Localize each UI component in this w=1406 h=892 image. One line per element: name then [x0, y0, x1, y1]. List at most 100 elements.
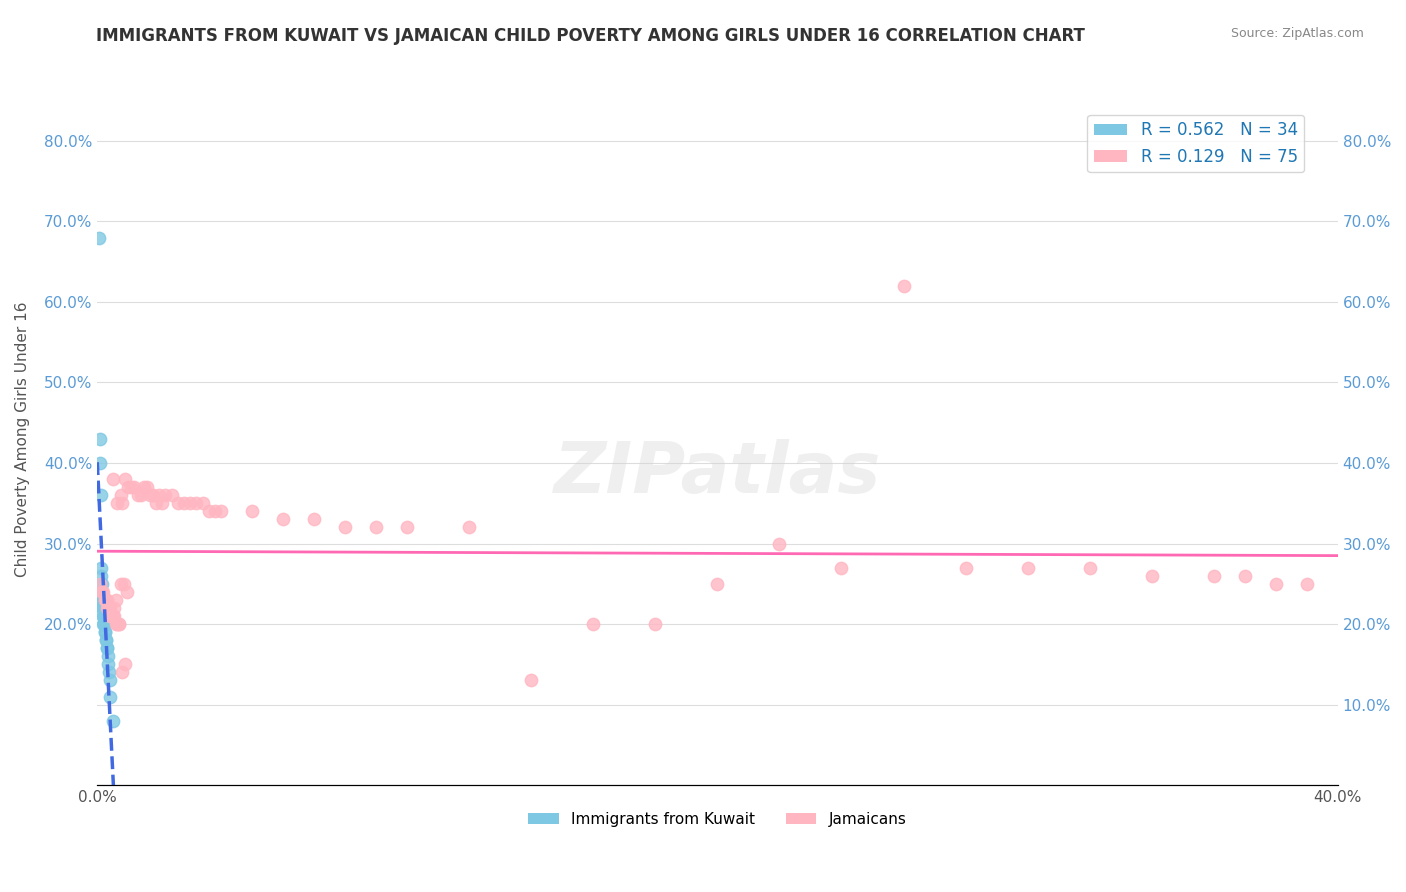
Jamaicans — [768, 536, 790, 550]
Text: ZIPatlas: ZIPatlas — [554, 439, 882, 508]
Immigrants from Kuwait — [98, 690, 121, 704]
Jamaicans — [117, 480, 139, 494]
Jamaicans — [104, 593, 127, 607]
Immigrants from Kuwait — [101, 714, 124, 728]
Immigrants from Kuwait — [89, 576, 111, 591]
Immigrants from Kuwait — [90, 568, 112, 582]
Jamaicans — [396, 520, 419, 534]
Jamaicans — [135, 480, 157, 494]
Immigrants from Kuwait — [97, 649, 120, 664]
Jamaicans — [129, 488, 152, 502]
Jamaicans — [160, 488, 183, 502]
Jamaicans — [240, 504, 263, 518]
Jamaicans — [520, 673, 543, 688]
Jamaicans — [155, 488, 177, 502]
Immigrants from Kuwait — [98, 673, 121, 688]
Jamaicans — [204, 504, 226, 518]
Jamaicans — [110, 488, 132, 502]
Jamaicans — [644, 617, 666, 632]
Jamaicans — [103, 609, 125, 624]
Immigrants from Kuwait — [93, 617, 115, 632]
Immigrants from Kuwait — [93, 601, 115, 615]
Jamaicans — [89, 576, 111, 591]
Immigrants from Kuwait — [96, 641, 118, 656]
Jamaicans — [142, 488, 165, 502]
Immigrants from Kuwait — [91, 593, 114, 607]
Jamaicans — [108, 617, 131, 632]
Jamaicans — [582, 617, 605, 632]
Immigrants from Kuwait — [94, 625, 117, 640]
Jamaicans — [114, 472, 136, 486]
Jamaicans — [1233, 568, 1256, 582]
Jamaicans — [110, 576, 132, 591]
Text: Source: ZipAtlas.com: Source: ZipAtlas.com — [1230, 27, 1364, 40]
Jamaicans — [198, 504, 221, 518]
Jamaicans — [127, 488, 149, 502]
Jamaicans — [114, 657, 136, 672]
Jamaicans — [107, 496, 129, 510]
Jamaicans — [167, 496, 190, 510]
Jamaicans — [179, 496, 201, 510]
Immigrants from Kuwait — [90, 560, 112, 574]
Jamaicans — [98, 609, 121, 624]
Jamaicans — [186, 496, 208, 510]
Immigrants from Kuwait — [90, 488, 112, 502]
Jamaicans — [893, 278, 915, 293]
Jamaicans — [112, 576, 135, 591]
Jamaicans — [93, 584, 115, 599]
Jamaicans — [335, 520, 357, 534]
Jamaicans — [100, 609, 122, 624]
Jamaicans — [1295, 576, 1317, 591]
Immigrants from Kuwait — [90, 584, 112, 599]
Jamaicans — [111, 496, 134, 510]
Jamaicans — [304, 512, 326, 526]
Immigrants from Kuwait — [93, 609, 115, 624]
Jamaicans — [98, 601, 121, 615]
Immigrants from Kuwait — [91, 601, 114, 615]
Jamaicans — [145, 496, 167, 510]
Jamaicans — [104, 617, 127, 632]
Immigrants from Kuwait — [91, 609, 114, 624]
Jamaicans — [96, 601, 118, 615]
Jamaicans — [90, 584, 112, 599]
Immigrants from Kuwait — [97, 657, 120, 672]
Immigrants from Kuwait — [90, 576, 112, 591]
Immigrants from Kuwait — [96, 641, 118, 656]
Jamaicans — [830, 560, 852, 574]
Jamaicans — [955, 560, 977, 574]
Jamaicans — [115, 584, 138, 599]
Jamaicans — [458, 520, 481, 534]
Immigrants from Kuwait — [89, 432, 111, 446]
Jamaicans — [139, 488, 162, 502]
Y-axis label: Child Poverty Among Girls Under 16: Child Poverty Among Girls Under 16 — [15, 301, 30, 576]
Jamaicans — [1202, 568, 1225, 582]
Jamaicans — [94, 593, 117, 607]
Immigrants from Kuwait — [98, 665, 121, 680]
Jamaicans — [96, 593, 118, 607]
Jamaicans — [98, 601, 121, 615]
Jamaicans — [97, 601, 120, 615]
Immigrants from Kuwait — [93, 625, 115, 640]
Jamaicans — [101, 472, 124, 486]
Immigrants from Kuwait — [94, 633, 117, 648]
Jamaicans — [366, 520, 388, 534]
Jamaicans — [209, 504, 232, 518]
Immigrants from Kuwait — [90, 593, 112, 607]
Jamaicans — [111, 665, 134, 680]
Jamaicans — [148, 488, 170, 502]
Jamaicans — [101, 609, 124, 624]
Immigrants from Kuwait — [94, 617, 117, 632]
Jamaicans — [1140, 568, 1163, 582]
Legend: Immigrants from Kuwait, Jamaicans: Immigrants from Kuwait, Jamaicans — [523, 805, 912, 833]
Immigrants from Kuwait — [93, 617, 115, 632]
Immigrants from Kuwait — [94, 633, 117, 648]
Immigrants from Kuwait — [87, 230, 110, 244]
Jamaicans — [173, 496, 195, 510]
Jamaicans — [120, 480, 142, 494]
Jamaicans — [1017, 560, 1039, 574]
Jamaicans — [706, 576, 728, 591]
Immigrants from Kuwait — [89, 456, 111, 470]
Jamaicans — [124, 480, 146, 494]
Jamaicans — [108, 617, 131, 632]
Immigrants from Kuwait — [91, 601, 114, 615]
